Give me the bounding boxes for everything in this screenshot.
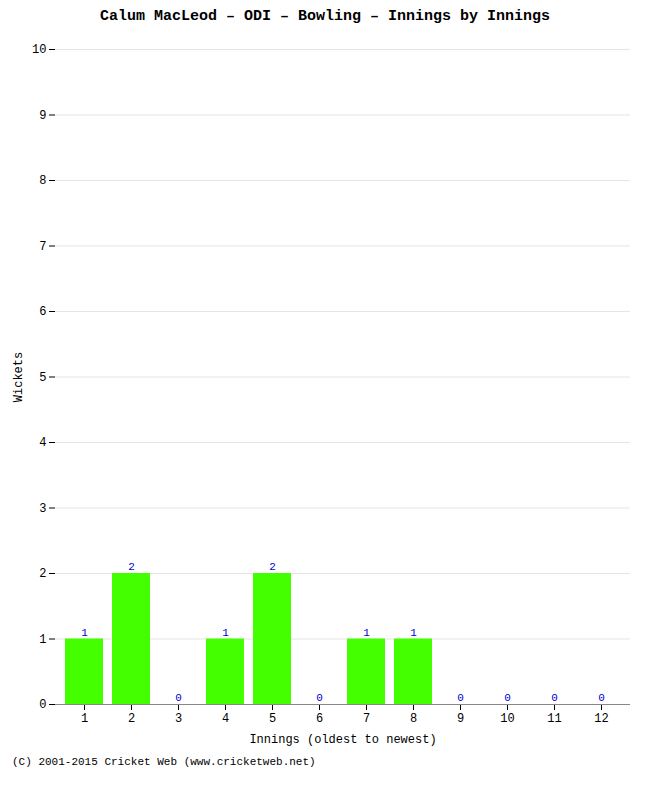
svg-text:1: 1 (81, 627, 88, 639)
svg-text:0: 0 (39, 698, 46, 712)
svg-text:2: 2 (128, 712, 135, 726)
svg-text:4: 4 (39, 436, 46, 450)
svg-text:1: 1 (363, 627, 370, 639)
svg-text:3: 3 (39, 502, 46, 516)
svg-text:1: 1 (222, 627, 229, 639)
svg-text:6: 6 (316, 712, 323, 726)
svg-text:0: 0 (598, 692, 605, 704)
html-text:(C) 2001-2015 Cricket Web (www: (C) 2001-2015 Cricket Web (www.cricketwe… (12, 756, 316, 768)
svg-text:5: 5 (39, 371, 46, 385)
svg-text:8: 8 (410, 712, 417, 726)
svg-text:12: 12 (594, 712, 608, 726)
svg-text:4: 4 (222, 712, 229, 726)
svg-text:Wickets: Wickets (12, 352, 26, 402)
svg-text:8: 8 (39, 174, 46, 188)
html-text:Calum MacLeod – ODI – Bowling: Calum MacLeod – ODI – Bowling – Innings … (100, 8, 550, 25)
svg-text:0: 0 (551, 692, 558, 704)
svg-text:3: 3 (175, 712, 182, 726)
svg-text:0: 0 (504, 692, 511, 704)
svg-text:9: 9 (39, 109, 46, 123)
svg-text:2: 2 (269, 561, 276, 573)
svg-text:1: 1 (81, 712, 88, 726)
svg-text:2: 2 (39, 567, 46, 581)
svg-text:1: 1 (39, 633, 46, 647)
svg-text:9: 9 (457, 712, 464, 726)
svg-text:10: 10 (500, 712, 514, 726)
svg-text:0: 0 (457, 692, 464, 704)
svg-text:7: 7 (363, 712, 370, 726)
svg-text:11: 11 (547, 712, 561, 726)
svg-text:Innings (oldest to newest): Innings (oldest to newest) (249, 733, 436, 747)
svg-text:7: 7 (39, 240, 46, 254)
svg-text:6: 6 (39, 305, 46, 319)
svg-text:0: 0 (175, 692, 182, 704)
svg-text:1: 1 (410, 627, 417, 639)
svg-text:10: 10 (32, 43, 46, 57)
svg-text:2: 2 (128, 561, 135, 573)
svg-text:5: 5 (269, 712, 276, 726)
svg-text:0: 0 (316, 692, 323, 704)
